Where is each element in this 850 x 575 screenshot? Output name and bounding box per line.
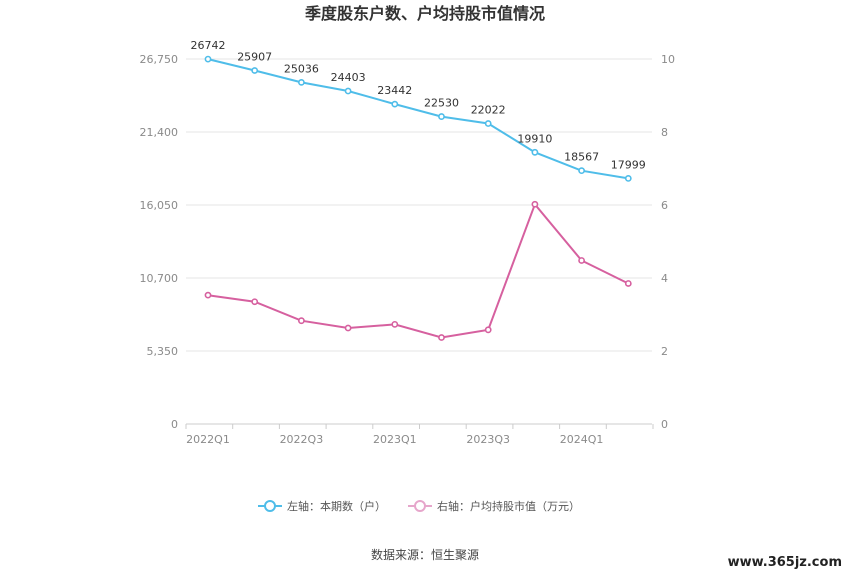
legend-item-left-series[interactable]: 左轴：本期数（户）: [258, 499, 386, 513]
left-series-point: [344, 87, 352, 95]
data-label: 24403: [331, 71, 366, 84]
left-axis-tick-label: 0: [171, 418, 178, 431]
left-series-point: [297, 78, 305, 86]
right-series-line: [207, 202, 629, 339]
left-series-point: [484, 120, 492, 127]
x-axis-tick-label: 2023Q3: [466, 433, 510, 446]
right-axis-tick-label: 2: [661, 345, 668, 358]
x-axis-tick-label: 2024Q1: [560, 433, 604, 446]
legend-right-marker: [414, 500, 426, 512]
right-axis-tick-label: 10: [661, 53, 675, 66]
watermark-text: www.365jz.com: [728, 555, 842, 570]
left-axis-tick-label: 16,050: [140, 199, 179, 212]
data-label: 22022: [471, 104, 506, 117]
right-axis-tick-label: 4: [661, 272, 668, 285]
right-series-point: [531, 200, 539, 208]
legend-item-right-series[interactable]: 右轴：户均持股市值（万元）: [408, 499, 580, 513]
left-axis-tick-label: 21,400: [140, 126, 179, 139]
right-series-point: [624, 280, 632, 287]
right-axis-tick-label: 6: [661, 199, 668, 212]
x-axis-tick-label: 2022Q1: [186, 433, 230, 446]
right-series-point: [204, 291, 212, 299]
left-series-point: [531, 148, 539, 156]
legend-left-marker: [264, 500, 276, 512]
data-label: 26742: [191, 39, 226, 52]
data-label: 25907: [237, 51, 272, 64]
left-series-point: [578, 167, 585, 175]
left-axis-tick-label: 5,350: [147, 345, 179, 358]
left-series-point: [438, 113, 445, 120]
left-series-point: [391, 100, 399, 108]
data-label: 19910: [517, 132, 552, 145]
x-axis-tick-label: 2023Q1: [373, 433, 417, 446]
right-series-point: [297, 317, 305, 325]
left-series-line: [207, 58, 629, 180]
x-axis-tick-label: 2022Q3: [280, 433, 324, 446]
right-series-point: [578, 257, 585, 264]
legend: 左轴：本期数（户） 右轴：户均持股市值（万元）: [258, 499, 580, 513]
data-label: 22530: [424, 97, 459, 110]
right-axis-tick-label: 8: [661, 126, 668, 139]
axes: 0 0 5,350 2 10,700 4 16,050 6 21,400 8 26,750 10 202…: [140, 53, 676, 446]
data-label: 18567: [564, 151, 599, 164]
left-series-point: [204, 55, 212, 63]
legend-left-label: 左轴：本期数（户）: [287, 499, 386, 513]
data-source-note: 数据来源：恒生聚源: [371, 547, 479, 562]
legend-right-label: 右轴：户均持股市值（万元）: [437, 499, 580, 513]
chart-title: 季度股东户数、户均持股市值情况: [304, 4, 545, 23]
left-series-point: [624, 175, 632, 182]
right-series-point: [438, 334, 445, 341]
left-axis-tick-label: 10,700: [140, 272, 179, 285]
grid-lines: [186, 58, 652, 425]
data-labels: 26742 25907 25036 24403 23442 22530 22022 19910…: [191, 39, 646, 171]
series-layer: [204, 55, 632, 341]
right-series-point: [391, 320, 399, 328]
right-series-point: [484, 326, 492, 334]
data-label: 25036: [284, 62, 319, 75]
left-axis-tick-label: 26,750: [140, 53, 179, 66]
right-axis-tick-label: 0: [661, 418, 668, 431]
data-label: 17999: [611, 158, 646, 171]
data-label: 23442: [377, 84, 412, 97]
left-series-point: [251, 67, 259, 74]
right-series-point: [344, 324, 352, 332]
right-series-point: [251, 298, 259, 306]
